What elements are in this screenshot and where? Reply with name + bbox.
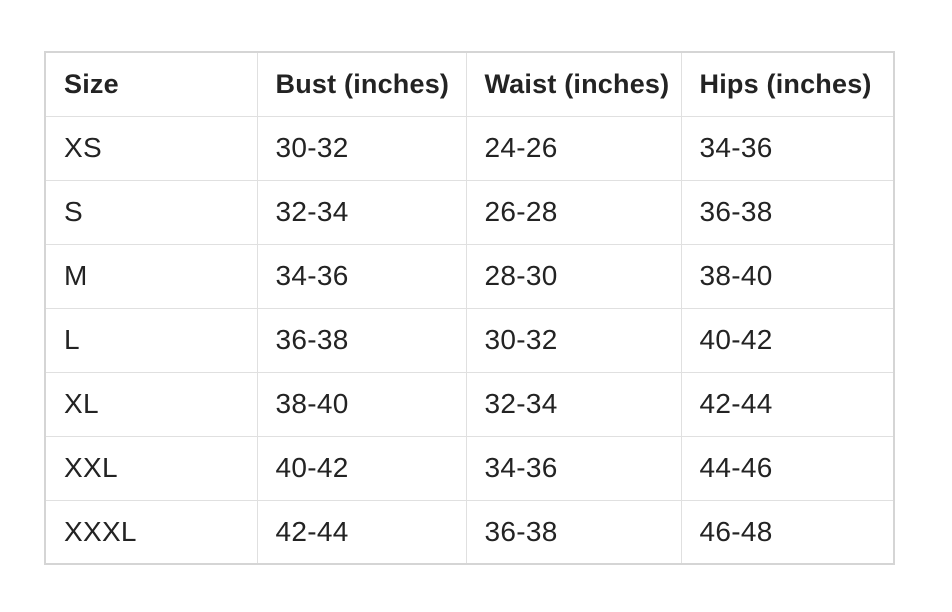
measurement-cell: 36-38 — [465, 499, 682, 565]
measurement-cell: 36-38 — [256, 307, 467, 373]
measurement-cell: 26-28 — [465, 179, 682, 245]
measurement-cell: 44-46 — [680, 435, 895, 501]
measurement-cell: 38-40 — [256, 371, 467, 437]
measurement-cell: 46-48 — [680, 499, 895, 565]
table-row: XXXL 42-44 36-38 46-48 — [44, 499, 895, 565]
size-cell: XXXL — [44, 499, 258, 565]
measurement-cell: 40-42 — [680, 307, 895, 373]
size-cell: XXL — [44, 435, 258, 501]
measurement-cell: 34-36 — [680, 115, 895, 181]
measurement-cell: 24-26 — [465, 115, 682, 181]
table-row: S 32-34 26-28 36-38 — [44, 179, 895, 245]
size-cell: M — [44, 243, 258, 309]
size-cell: S — [44, 179, 258, 245]
table-row: XL 38-40 32-34 42-44 — [44, 371, 895, 437]
measurement-cell: 30-32 — [256, 115, 467, 181]
header-row: Size Bust (inches) Waist (inches) Hips (inc… — [44, 51, 895, 117]
measurement-cell: 32-34 — [465, 371, 682, 437]
size-cell: XL — [44, 371, 258, 437]
measurement-cell: 30-32 — [465, 307, 682, 373]
measurement-cell: 34-36 — [465, 435, 682, 501]
measurement-cell: 36-38 — [680, 179, 895, 245]
column-header: Hips (inches) — [680, 51, 895, 117]
column-header: Bust (inches) — [256, 51, 467, 117]
table-row: L 36-38 30-32 40-42 — [44, 307, 895, 373]
table-row: XXL 40-42 34-36 44-46 — [44, 435, 895, 501]
measurement-cell: 28-30 — [465, 243, 682, 309]
table-row: M 34-36 28-30 38-40 — [44, 243, 895, 309]
measurement-cell: 40-42 — [256, 435, 467, 501]
measurement-cell: 38-40 — [680, 243, 895, 309]
table-row: XS 30-32 24-26 34-36 — [44, 115, 895, 181]
column-header: Waist (inches) — [465, 51, 682, 117]
measurement-cell: 42-44 — [680, 371, 895, 437]
measurement-cell: 32-34 — [256, 179, 467, 245]
table-body: XS 30-32 24-26 34-36 S 32-34 26-28 36-38 M 34-36 2… — [44, 115, 895, 565]
size-cell: L — [44, 307, 258, 373]
measurement-cell: 34-36 — [256, 243, 467, 309]
size-chart-table: Size Bust (inches) Waist (inches) Hips (inc… — [44, 51, 895, 565]
size-cell: XS — [44, 115, 258, 181]
measurement-cell: 42-44 — [256, 499, 467, 565]
column-header: Size — [44, 51, 258, 117]
